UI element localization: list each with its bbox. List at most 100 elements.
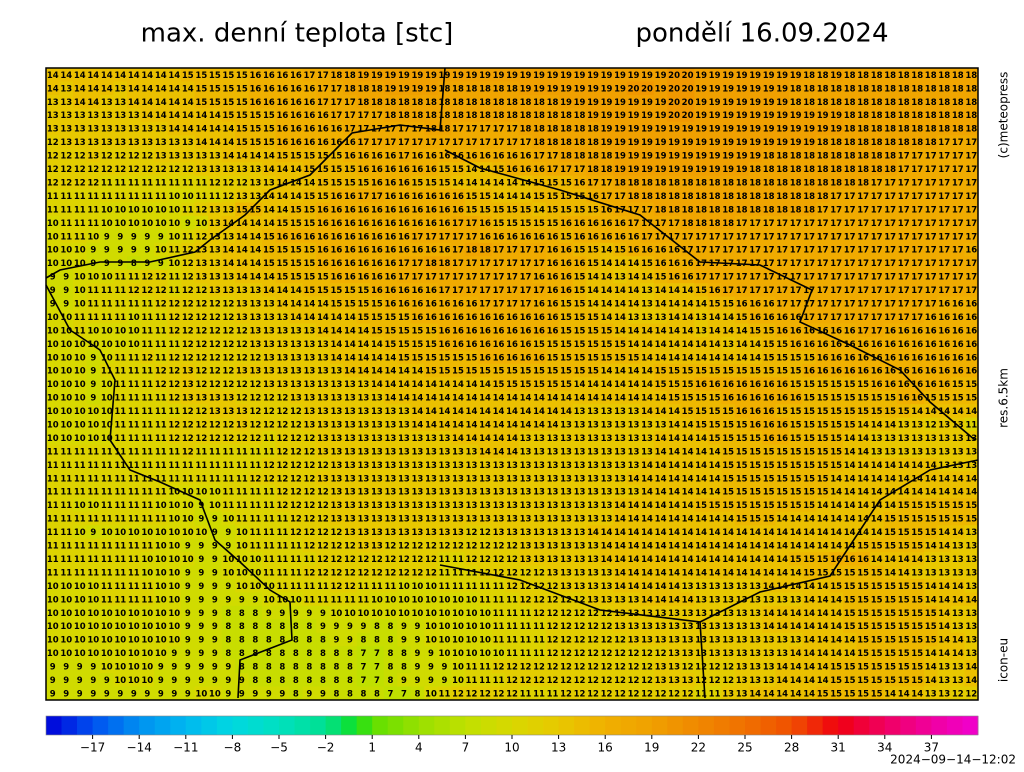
temp-value: 16 bbox=[479, 313, 491, 323]
temp-value: 17 bbox=[871, 205, 883, 215]
temp-value: 15 bbox=[844, 394, 856, 404]
temp-cell bbox=[802, 68, 817, 82]
temp-cell bbox=[694, 94, 709, 109]
temp-value: 9 bbox=[63, 273, 69, 283]
temp-value: 13 bbox=[87, 138, 99, 148]
temp-value: 19 bbox=[601, 125, 613, 135]
temp-value: 16 bbox=[317, 111, 329, 121]
temp-value: 14 bbox=[466, 380, 478, 390]
temp-cell bbox=[815, 94, 830, 109]
temp-value: 16 bbox=[614, 219, 626, 229]
temp-cell bbox=[221, 81, 236, 96]
temp-value: 14 bbox=[371, 353, 383, 363]
temp-value: 11 bbox=[182, 205, 194, 215]
temp-cell bbox=[316, 68, 331, 82]
temp-value: 15 bbox=[452, 353, 464, 363]
temp-cell bbox=[451, 81, 466, 96]
temp-value: 16 bbox=[290, 138, 302, 148]
temp-value: 14 bbox=[466, 178, 478, 188]
temp-value: 16 bbox=[533, 165, 545, 175]
temp-value: 17 bbox=[803, 273, 815, 283]
temp-value: 14 bbox=[330, 313, 342, 323]
temp-value: 15 bbox=[263, 259, 275, 269]
temp-value: 17 bbox=[925, 246, 937, 256]
temp-cell bbox=[302, 68, 317, 82]
temp-value: 13 bbox=[168, 138, 180, 148]
temp-value: 17 bbox=[857, 273, 869, 283]
temp-value: 13 bbox=[317, 380, 329, 390]
temp-value: 15 bbox=[682, 394, 694, 404]
temp-value: 16 bbox=[776, 313, 788, 323]
temp-value: 13 bbox=[344, 407, 356, 417]
temp-value: 15 bbox=[803, 353, 815, 363]
temp-cell bbox=[235, 94, 250, 109]
temp-cell bbox=[275, 121, 290, 136]
temp-value: 13 bbox=[236, 165, 248, 175]
temp-value: 10 bbox=[87, 326, 99, 336]
temp-value: 17 bbox=[749, 273, 761, 283]
temp-value: 13 bbox=[330, 367, 342, 377]
temp-value: 15 bbox=[425, 340, 437, 350]
temp-value: 18 bbox=[506, 98, 518, 108]
temp-cell bbox=[815, 121, 830, 136]
temp-value: 16 bbox=[965, 367, 977, 377]
temp-value: 17 bbox=[884, 205, 896, 215]
temp-cell bbox=[559, 135, 574, 150]
temp-value: 17 bbox=[803, 313, 815, 323]
temp-value: 13 bbox=[249, 340, 261, 350]
temp-value: 15 bbox=[722, 299, 734, 309]
temp-value: 19 bbox=[641, 138, 653, 148]
temp-value: 18 bbox=[668, 205, 680, 215]
temp-value: 15 bbox=[776, 340, 788, 350]
temp-value: 12 bbox=[276, 394, 288, 404]
temp-value: 18 bbox=[547, 125, 559, 135]
temp-value: 16 bbox=[709, 286, 721, 296]
temp-cell bbox=[248, 81, 263, 96]
temp-value: 14 bbox=[87, 84, 99, 94]
temp-value: 17 bbox=[790, 299, 802, 309]
temp-value: 14 bbox=[655, 394, 667, 404]
temp-value: 19 bbox=[668, 138, 680, 148]
temp-value: 18 bbox=[344, 84, 356, 94]
temp-cell bbox=[613, 68, 628, 82]
temp-value: 18 bbox=[371, 84, 383, 94]
temp-value: 13 bbox=[128, 111, 140, 121]
temp-value: 17 bbox=[857, 219, 869, 229]
temp-cell bbox=[896, 121, 911, 136]
temp-value: 16 bbox=[385, 219, 397, 229]
temp-value: 14 bbox=[412, 380, 424, 390]
temp-value: 14 bbox=[641, 353, 653, 363]
temp-value: 15 bbox=[547, 340, 559, 350]
temp-cell bbox=[194, 68, 209, 82]
temp-value: 17 bbox=[857, 205, 869, 215]
temp-value: 18 bbox=[506, 84, 518, 94]
temp-value: 11 bbox=[155, 407, 167, 417]
temp-cell bbox=[775, 94, 790, 109]
temp-value: 15 bbox=[439, 367, 451, 377]
temp-value: 13 bbox=[128, 138, 140, 148]
temp-value: 14 bbox=[195, 111, 207, 121]
temp-value: 16 bbox=[547, 273, 559, 283]
temp-value: 14 bbox=[263, 192, 275, 202]
temp-value: 14 bbox=[263, 219, 275, 229]
temp-value: 17 bbox=[965, 259, 977, 269]
temp-cell bbox=[842, 94, 857, 109]
temp-value: 18 bbox=[871, 138, 883, 148]
temp-value: 17 bbox=[790, 219, 802, 229]
temp-value: 15 bbox=[236, 98, 248, 108]
temp-value: 18 bbox=[344, 71, 356, 81]
temp-value: 18 bbox=[871, 71, 883, 81]
temp-value: 18 bbox=[790, 98, 802, 108]
temp-cell bbox=[113, 68, 128, 82]
temp-value: 16 bbox=[357, 165, 369, 175]
temp-value: 12 bbox=[182, 313, 194, 323]
temp-value: 14 bbox=[601, 299, 613, 309]
temp-value: 17 bbox=[520, 246, 532, 256]
temp-value: 12 bbox=[141, 353, 153, 363]
temp-cell bbox=[289, 94, 304, 109]
temp-value: 18 bbox=[803, 165, 815, 175]
temp-value: 13 bbox=[114, 111, 126, 121]
temp-value: 19 bbox=[668, 125, 680, 135]
temp-value: 15 bbox=[601, 353, 613, 363]
temp-value: 17 bbox=[952, 246, 964, 256]
